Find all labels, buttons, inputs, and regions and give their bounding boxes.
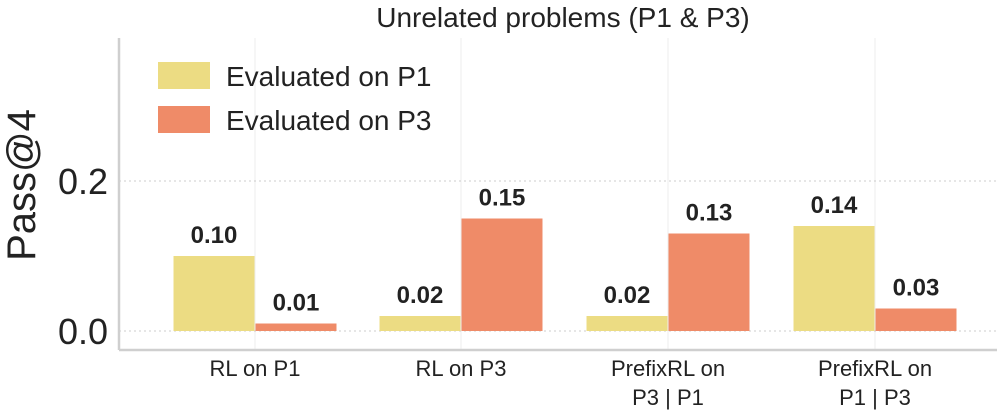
bar-p3-0 xyxy=(255,323,337,331)
data-label: 0.03 xyxy=(893,275,940,302)
data-label: 0.14 xyxy=(811,192,858,219)
legend-label: Evaluated on P3 xyxy=(226,105,432,136)
bar-p1-1 xyxy=(379,316,461,331)
legend-label: Evaluated on P1 xyxy=(226,61,432,92)
x-tick-label: PrefixRL on P3 | P1 xyxy=(611,356,725,410)
data-label: 0.13 xyxy=(686,200,733,227)
bar-p3-1 xyxy=(461,218,543,331)
bar-p1-2 xyxy=(586,316,668,331)
y-tick-label: 0.2 xyxy=(58,161,108,202)
y-axis-label: Pass@4 xyxy=(0,109,44,261)
bar-p3-2 xyxy=(668,233,750,331)
data-labels-layer: 0.10 0.02 0.02 0.14 0.01 0.15 0.13 0.03 xyxy=(191,185,940,317)
bar-p1-0 xyxy=(173,256,255,331)
data-label: 0.01 xyxy=(273,290,320,317)
bars-layer xyxy=(173,218,957,331)
data-label: 0.02 xyxy=(397,282,444,309)
bar-p1-3 xyxy=(793,226,875,331)
x-tick-label: PrefixRL on P1 | P3 xyxy=(818,356,932,410)
x-tick-label: RL on P1 xyxy=(210,356,301,381)
legend: Evaluated on P1 Evaluated on P3 xyxy=(158,61,432,136)
legend-swatch xyxy=(158,106,210,133)
y-tick-label: 0.0 xyxy=(58,311,108,352)
x-tick-label: RL on P3 xyxy=(416,356,507,381)
legend-swatch xyxy=(158,62,210,89)
bar-p3-3 xyxy=(875,308,957,331)
data-label: 0.10 xyxy=(191,222,238,249)
axes-layer xyxy=(117,38,997,352)
chart-title: Unrelated problems (P1 & P3) xyxy=(376,2,750,33)
ticks-layer: 0.0 0.2 RL on P1 RL on P3 PrefixRL on P3 | P1… xyxy=(58,161,932,410)
data-label: 0.02 xyxy=(604,282,651,309)
data-label: 0.15 xyxy=(479,185,526,212)
